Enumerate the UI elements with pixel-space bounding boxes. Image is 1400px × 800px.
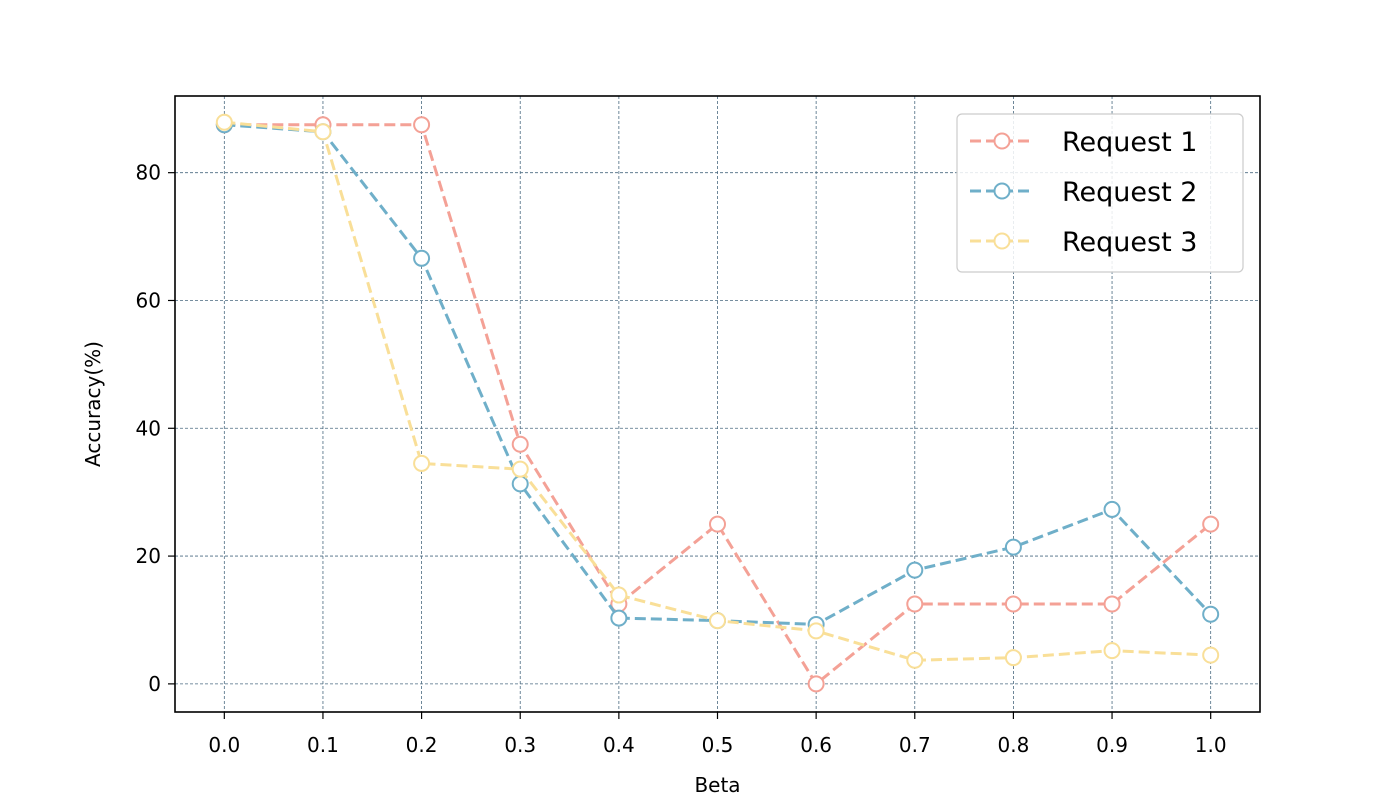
data-point: [413, 249, 431, 267]
x-tick-label: 0.7: [899, 733, 931, 757]
x-tick-label: 0.6: [800, 733, 832, 757]
legend-item: Request 1: [970, 127, 1197, 158]
y-tick-label: 40: [136, 416, 161, 440]
axis-ticks: 0.0 0.1 0.2 0.3 0.4 0.5 0.6 0.7 0.8 0.9 1.0 0 20 40 60…: [136, 161, 1227, 757]
data-point: [511, 475, 529, 493]
legend-marker: [993, 182, 1011, 200]
data-point: [314, 123, 332, 141]
data-point: [906, 651, 924, 669]
data-point: [1103, 500, 1121, 518]
data-point: [906, 561, 924, 579]
legend-marker: [993, 132, 1011, 150]
legend-item: Request 3: [970, 227, 1197, 258]
data-point: [1103, 642, 1121, 660]
data-point: [1202, 605, 1220, 623]
x-tick-label: 0.1: [307, 733, 339, 757]
series-line: [224, 123, 1212, 687]
data-point: [511, 460, 529, 478]
data-point: [413, 116, 431, 134]
legend-box: [956, 113, 1244, 273]
legend-item: Request 2: [970, 177, 1197, 208]
y-tick-label: 60: [136, 288, 161, 312]
data-point: [215, 113, 233, 131]
x-tick-label: 0.2: [406, 733, 438, 757]
y-tick-label: 0: [148, 672, 161, 696]
data-point: [906, 595, 924, 613]
data-point: [413, 454, 431, 472]
legend-label: Request 2: [1062, 177, 1197, 208]
legend-label: Request 3: [1062, 227, 1197, 258]
data-point: [610, 586, 628, 604]
series-1: [215, 116, 1220, 693]
data-point: [709, 515, 726, 533]
data-point: [709, 612, 726, 630]
x-tick-label: 0.9: [1096, 733, 1128, 757]
data-point: [807, 622, 825, 640]
x-tick-label: 0.4: [603, 733, 635, 757]
data-point: [1103, 595, 1121, 613]
data-point: [1202, 515, 1220, 533]
data-point: [511, 435, 529, 453]
legend-label: Request 1: [1062, 127, 1197, 158]
data-point: [1004, 538, 1022, 556]
data-point: [610, 609, 628, 627]
x-axis-label: Beta: [694, 773, 740, 797]
data-point: [1004, 595, 1022, 613]
data-point: [1202, 646, 1220, 664]
series-layer: [215, 113, 1220, 693]
x-tick-label: 0.8: [998, 733, 1030, 757]
legend-marker: [993, 232, 1011, 250]
y-axis-label: Accuracy(%): [81, 341, 105, 467]
x-tick-label: 0.5: [702, 733, 734, 757]
y-tick-label: 80: [136, 161, 161, 185]
data-point: [1004, 649, 1022, 667]
x-tick-label: 0.3: [504, 733, 536, 757]
x-tick-label: 0.0: [208, 733, 240, 757]
series-3: [215, 113, 1220, 669]
y-tick-label: 20: [136, 544, 161, 568]
data-point: [807, 675, 825, 693]
legend: Request 1 Request 2 Request 3: [956, 113, 1244, 273]
x-tick-label: 1.0: [1195, 733, 1227, 757]
